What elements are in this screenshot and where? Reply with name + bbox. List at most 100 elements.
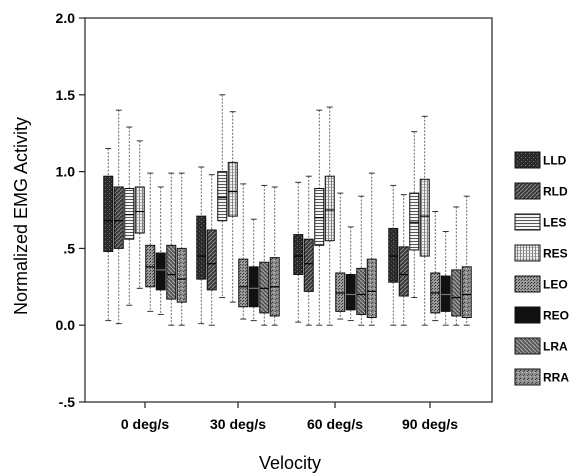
series-lld xyxy=(103,148,399,326)
legend-item-les: LES xyxy=(514,213,566,231)
box-body xyxy=(398,246,409,297)
box-res-0 xyxy=(134,140,145,289)
legend-label: RES xyxy=(543,247,568,261)
box-body xyxy=(324,175,335,242)
box-lra-1 xyxy=(259,184,270,326)
box-reo-3 xyxy=(440,231,451,326)
box-body xyxy=(145,244,156,288)
series-rra xyxy=(176,172,472,326)
box-lld-3 xyxy=(388,184,399,326)
box-body xyxy=(103,175,114,252)
series-leo xyxy=(145,172,441,322)
box-body xyxy=(366,258,377,319)
legend-swatch xyxy=(514,213,541,231)
series-rld xyxy=(113,109,409,326)
box-res-1 xyxy=(227,111,238,303)
y-tick-label: 1.5 xyxy=(56,87,76,103)
box-body xyxy=(293,234,304,276)
legend-item-res: RES xyxy=(514,244,568,262)
box-body xyxy=(388,227,399,283)
series-les xyxy=(124,94,420,326)
box-body xyxy=(248,266,259,308)
box-body xyxy=(217,171,228,222)
legend-item-reo: REO xyxy=(514,306,569,324)
box-rld-0 xyxy=(113,109,124,325)
y-tick-label: -.5 xyxy=(59,394,76,410)
box-body xyxy=(461,266,472,319)
legend-swatch xyxy=(514,182,541,200)
box-body xyxy=(356,267,367,315)
box-body xyxy=(206,229,217,291)
box-leo-0 xyxy=(145,172,156,312)
box-lra-3 xyxy=(451,206,462,326)
box-body xyxy=(335,272,346,312)
box-leo-2 xyxy=(335,192,346,320)
box-les-1 xyxy=(217,94,228,299)
box-body xyxy=(227,161,238,217)
legend: LLD RLD LES RES LEO REO LRA RRA xyxy=(514,151,569,386)
plot-frame xyxy=(84,17,493,403)
box-body xyxy=(176,247,187,303)
legend-label: LLD xyxy=(543,154,567,168)
legend-label: RLD xyxy=(543,185,568,199)
x-category-label: 30 deg/s xyxy=(210,416,266,432)
box-res-2 xyxy=(324,106,335,326)
box-body xyxy=(345,274,356,311)
y-tick-label: .5 xyxy=(63,240,75,256)
box-reo-0 xyxy=(155,186,166,315)
legend-swatch xyxy=(514,151,541,169)
legend-item-rra: RRA xyxy=(514,368,569,386)
box-les-2 xyxy=(314,109,325,326)
box-leo-1 xyxy=(238,183,249,320)
boxplot-series xyxy=(103,94,472,326)
box-rld-2 xyxy=(303,175,314,326)
box-body xyxy=(166,244,177,300)
legend-swatch xyxy=(514,337,541,355)
box-body xyxy=(419,178,430,257)
legend-label: LEO xyxy=(543,278,568,292)
x-category-label: 60 deg/s xyxy=(307,416,363,432)
legend-label: LRA xyxy=(543,340,568,354)
box-body xyxy=(259,261,270,314)
box-lld-1 xyxy=(196,166,207,325)
box-body xyxy=(238,258,249,308)
box-rra-0 xyxy=(176,172,187,326)
box-body xyxy=(451,269,462,317)
box-rld-1 xyxy=(206,174,217,326)
box-lld-2 xyxy=(293,181,304,323)
box-rld-3 xyxy=(398,194,409,326)
box-les-0 xyxy=(124,126,135,306)
series-lra xyxy=(166,172,462,326)
series-res xyxy=(134,106,430,326)
box-body xyxy=(155,252,166,291)
legend-item-leo: LEO xyxy=(514,275,568,293)
y-tick-label: 0.0 xyxy=(56,317,76,333)
box-lra-2 xyxy=(356,195,367,326)
box-body xyxy=(440,275,451,312)
box-reo-1 xyxy=(248,218,259,322)
box-rra-2 xyxy=(366,172,377,326)
y-tick-label: 1.0 xyxy=(56,164,76,180)
legend-swatch xyxy=(514,275,541,293)
legend-swatch xyxy=(514,306,541,324)
box-body xyxy=(303,238,314,292)
box-body xyxy=(196,215,207,280)
box-rra-1 xyxy=(269,186,280,326)
legend-item-lra: LRA xyxy=(514,337,568,355)
box-body xyxy=(134,186,145,234)
series-reo xyxy=(155,186,451,326)
box-body xyxy=(124,187,135,240)
legend-item-lld: LLD xyxy=(514,151,567,169)
box-res-3 xyxy=(419,115,430,326)
x-category-label: 90 deg/s xyxy=(402,416,458,432)
box-lld-0 xyxy=(103,148,114,322)
legend-label: RRA xyxy=(543,371,569,385)
x-axis: 0 deg/s 30 deg/s 60 deg/s 90 deg/s xyxy=(121,402,458,432)
legend-label: LES xyxy=(543,216,566,230)
y-axis-title: Normalized EMG Activity xyxy=(11,117,31,315)
legend-swatch xyxy=(514,244,541,262)
legend-label: REO xyxy=(543,309,569,323)
y-axis: 2.0 1.5 1.0 .5 0.0 -.5 xyxy=(56,10,85,410)
y-tick-label: 2.0 xyxy=(56,10,76,26)
